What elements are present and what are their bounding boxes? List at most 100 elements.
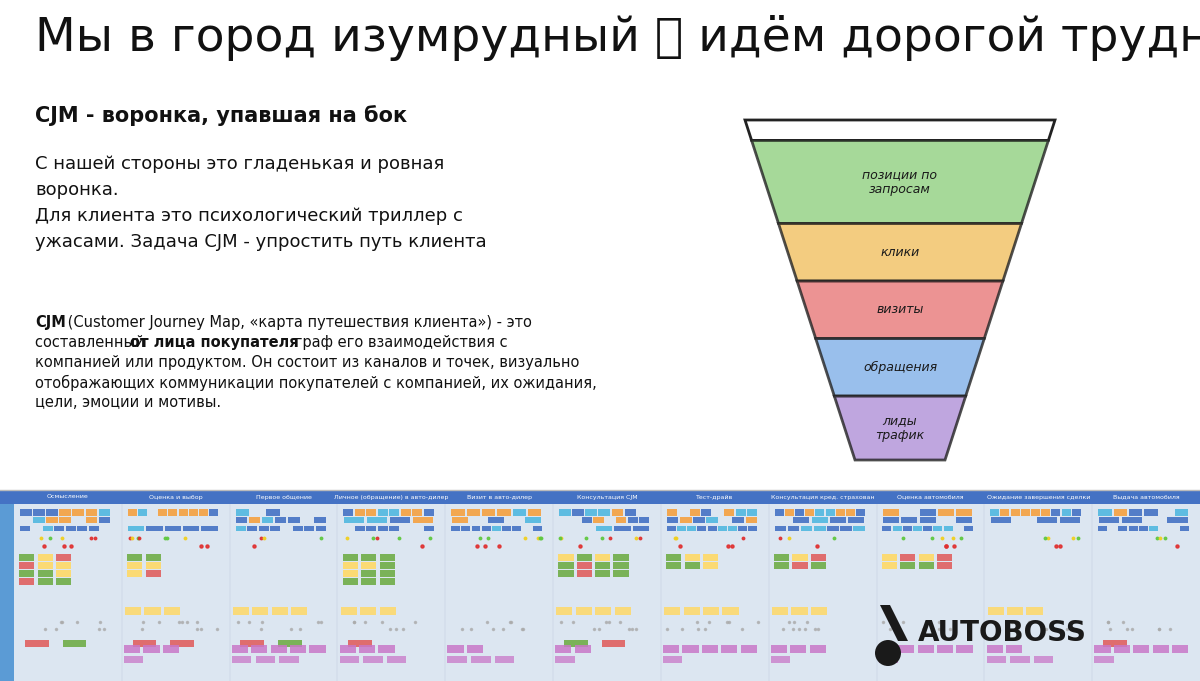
Bar (379, 578, 395, 585)
Bar (595, 562, 611, 569)
Bar (379, 562, 395, 569)
Bar (524, 517, 541, 523)
Bar (919, 509, 936, 516)
Bar (232, 656, 251, 663)
Bar (145, 570, 161, 577)
Bar (98, 509, 110, 516)
Bar (340, 645, 355, 653)
Bar (937, 562, 952, 569)
Bar (343, 570, 358, 577)
Bar (805, 509, 814, 516)
Bar (343, 554, 358, 561)
Bar (481, 526, 491, 530)
Bar (413, 517, 433, 523)
Bar (1098, 526, 1108, 530)
Text: С нашей стороны это гладенькая и ровная: С нашей стороны это гладенькая и ровная (35, 155, 444, 173)
Bar (826, 509, 834, 516)
Bar (1060, 517, 1080, 523)
Bar (412, 509, 422, 516)
Bar (188, 509, 198, 516)
Bar (701, 509, 712, 516)
Bar (811, 562, 826, 569)
Bar (595, 570, 611, 577)
Circle shape (875, 640, 901, 666)
Bar (127, 554, 143, 561)
Text: Тест-драйв: Тест-драйв (696, 494, 733, 500)
Bar (389, 526, 400, 530)
Bar (918, 562, 934, 569)
Bar (1175, 509, 1188, 516)
Bar (664, 645, 679, 653)
Bar (680, 517, 691, 523)
Bar (624, 509, 636, 516)
Bar (143, 645, 160, 653)
Bar (559, 509, 571, 516)
Text: Консультация CJM: Консультация CJM (577, 494, 637, 499)
Bar (451, 526, 460, 530)
Bar (124, 645, 140, 653)
Bar (138, 509, 146, 516)
Bar (124, 656, 143, 663)
Bar (738, 526, 748, 530)
Bar (749, 526, 757, 530)
Bar (355, 509, 365, 516)
Bar (1152, 645, 1169, 653)
Bar (164, 607, 180, 615)
Bar (613, 554, 629, 561)
Bar (340, 656, 359, 663)
Bar (685, 554, 700, 561)
Bar (0, 504, 14, 681)
Bar (366, 526, 377, 530)
Bar (853, 526, 865, 530)
Bar (361, 554, 377, 561)
Bar (247, 526, 257, 530)
Bar (582, 517, 592, 523)
Bar (722, 607, 738, 615)
Bar (1094, 656, 1114, 663)
Bar (512, 509, 526, 516)
Bar (56, 554, 71, 561)
Bar (923, 526, 932, 530)
Bar (290, 645, 306, 653)
Bar (1021, 509, 1030, 516)
Bar (448, 656, 467, 663)
Bar (956, 517, 972, 523)
Bar (599, 509, 610, 516)
Bar (640, 517, 649, 523)
Text: CJM: CJM (35, 315, 66, 330)
Bar (688, 526, 696, 530)
Bar (577, 554, 592, 561)
Bar (614, 607, 631, 615)
Bar (77, 526, 88, 530)
Bar (900, 562, 916, 569)
Bar (667, 517, 678, 523)
Bar (378, 526, 388, 530)
Bar (1062, 509, 1070, 516)
Bar (775, 509, 784, 516)
Bar (1114, 509, 1127, 516)
Bar (379, 570, 395, 577)
Bar (577, 570, 592, 577)
Bar (558, 570, 574, 577)
Bar (595, 607, 611, 615)
Bar (1010, 509, 1020, 516)
Bar (990, 509, 1000, 516)
Bar (270, 526, 280, 530)
Bar (47, 517, 58, 523)
Bar (898, 645, 914, 653)
Bar (937, 645, 953, 653)
Bar (341, 607, 356, 615)
Bar (492, 526, 500, 530)
Bar (666, 562, 682, 569)
Bar (184, 526, 199, 530)
Text: Личное (обращение) в авто-дилер: Личное (обращение) в авто-дилер (334, 494, 449, 499)
Bar (684, 607, 700, 615)
Bar (1007, 607, 1024, 615)
Bar (127, 562, 143, 569)
Bar (745, 517, 757, 523)
Bar (683, 645, 698, 653)
Bar (170, 640, 194, 647)
Polygon shape (816, 338, 984, 396)
Text: (Customer Journey Map, «карта путешествия клиента») - это: (Customer Journey Map, «карта путешестви… (64, 315, 532, 330)
Bar (736, 509, 745, 516)
